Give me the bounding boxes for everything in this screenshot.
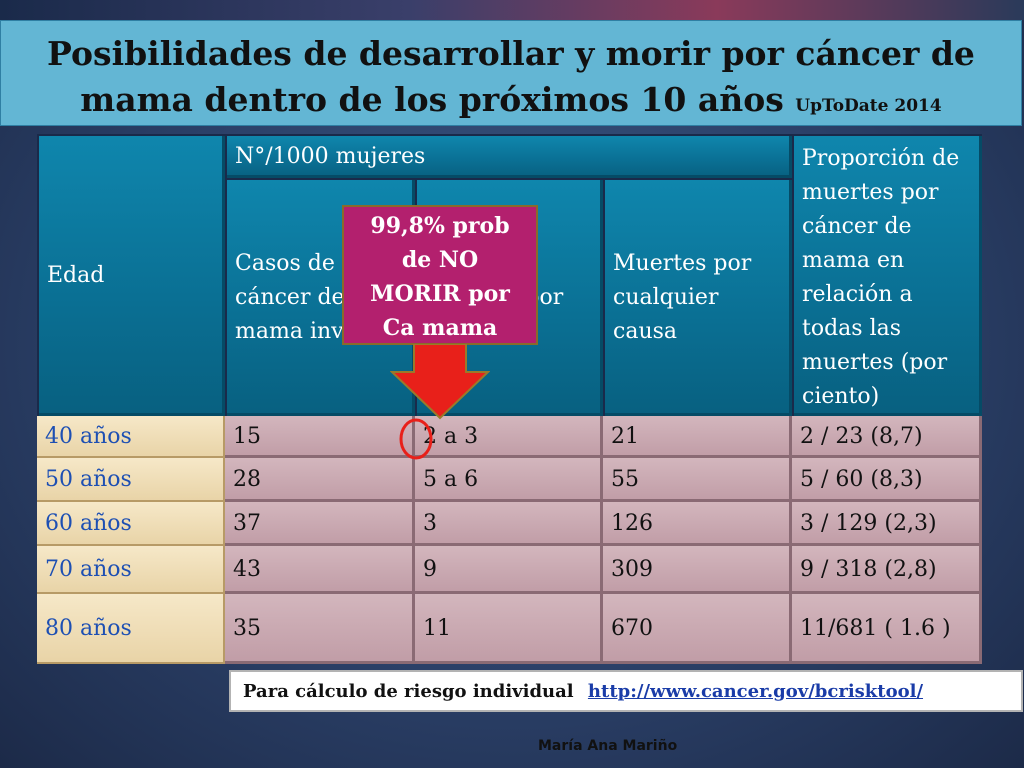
risk-tool-label: Para cálculo de riesgo individual xyxy=(243,681,574,702)
down-arrow-icon xyxy=(390,344,490,420)
cell-value: 11 xyxy=(423,616,451,641)
slide-title: Posibilidades de desarrollar y morir por… xyxy=(0,20,1022,126)
header-deaths-all-label: Muertes por cualquier causa xyxy=(613,251,752,344)
cell-value: 670 xyxy=(611,616,653,641)
risk-tool-link[interactable]: http://www.cancer.gov/bcrisktool/ xyxy=(587,681,924,702)
callout-line-1: 99,8% prob xyxy=(370,213,510,239)
table-cell-deaths-ca: 3 xyxy=(415,502,603,546)
cell-value: 15 xyxy=(233,424,261,449)
row-age-label: 50 años xyxy=(45,467,132,492)
row-age-label: 40 años xyxy=(45,424,132,449)
cell-value: 309 xyxy=(611,557,653,582)
table-cell-deaths-ca: 2 a 3 xyxy=(415,416,603,458)
cell-value: 43 xyxy=(233,557,261,582)
table-cell-cases: 43 xyxy=(225,546,415,594)
top-accent-bar xyxy=(0,0,1024,20)
table-cell-deaths-all: 670 xyxy=(603,594,792,664)
title-source: UpToDate 2014 xyxy=(795,96,942,116)
table-cell-deaths-all: 309 xyxy=(603,546,792,594)
cell-value: 9 xyxy=(423,557,437,582)
title-line-1: Posibilidades de desarrollar y morir por… xyxy=(47,34,975,73)
header-proportion-label: Proporción de muertes por cáncer de mama… xyxy=(802,146,960,409)
callout-line-3: MORIR por xyxy=(370,281,510,307)
cell-value: 3 / 129 (2,3) xyxy=(800,511,937,536)
header-deaths-all: Muertes por cualquier causa xyxy=(603,178,792,416)
table-row-age: 40 años xyxy=(37,416,225,458)
cell-value: 5 a 6 xyxy=(423,467,479,492)
cell-value: 37 xyxy=(233,511,261,536)
table-cell-deaths-all: 55 xyxy=(603,458,792,502)
header-age-label: Edad xyxy=(47,263,105,288)
cell-value: 21 xyxy=(611,424,639,449)
table-cell-deaths-ca: 11 xyxy=(415,594,603,664)
table-row-age: 60 años xyxy=(37,502,225,546)
table-row-age: 50 años xyxy=(37,458,225,502)
author-footer: María Ana Mariño xyxy=(538,738,678,754)
table-cell-deaths-ca: 5 a 6 xyxy=(415,458,603,502)
table-cell-cases: 35 xyxy=(225,594,415,664)
header-group-label: N°/1000 mujeres xyxy=(235,144,426,169)
table-cell-deaths-all: 126 xyxy=(603,502,792,546)
cell-value: 28 xyxy=(233,467,261,492)
risk-tool-note: Para cálculo de riesgo individual http:/… xyxy=(229,670,1023,712)
table-cell-proportion: 2 / 23 (8,7) xyxy=(792,416,982,458)
table-cell-proportion: 5 / 60 (8,3) xyxy=(792,458,982,502)
cell-value: 3 xyxy=(423,511,437,536)
callout-line-4: Ca mama xyxy=(382,315,498,341)
table-cell-cases: 37 xyxy=(225,502,415,546)
header-proportion: Proporción de muertes por cáncer de mama… xyxy=(792,134,982,416)
title-line-2: mama dentro de los próximos 10 años UpTo… xyxy=(1,77,1021,129)
row-age-label: 70 años xyxy=(45,557,132,582)
callout-line-2: de NO xyxy=(401,247,479,273)
table-cell-deaths-all: 21 xyxy=(603,416,792,458)
callout-box: 99,8% prob de NO MORIR por Ca mama xyxy=(342,205,538,345)
table-cell-deaths-ca: 9 xyxy=(415,546,603,594)
cell-value: 5 / 60 (8,3) xyxy=(800,467,923,492)
cell-value: 11/681 ( 1.6 ) xyxy=(800,616,951,641)
table-cell-proportion: 11/681 ( 1.6 ) xyxy=(792,594,982,664)
cell-value: 2 / 23 (8,7) xyxy=(800,424,923,449)
row-age-label: 80 años xyxy=(45,616,132,641)
header-age: Edad xyxy=(37,134,225,416)
table-row-age: 80 años xyxy=(37,594,225,664)
table-cell-proportion: 9 / 318 (2,8) xyxy=(792,546,982,594)
table-cell-cases: 28 xyxy=(225,458,415,502)
table-cell-cases: 15 xyxy=(225,416,415,458)
cell-value: 126 xyxy=(611,511,653,536)
highlight-circle-icon xyxy=(399,418,433,460)
header-group: N°/1000 mujeres xyxy=(225,134,792,178)
cell-value: 55 xyxy=(611,467,639,492)
cell-value: 9 / 318 (2,8) xyxy=(800,557,937,582)
row-age-label: 60 años xyxy=(45,511,132,536)
table-cell-proportion: 3 / 129 (2,3) xyxy=(792,502,982,546)
cell-value: 35 xyxy=(233,616,261,641)
title-line-2-text: mama dentro de los próximos 10 años xyxy=(80,80,784,119)
table-row-age: 70 años xyxy=(37,546,225,594)
